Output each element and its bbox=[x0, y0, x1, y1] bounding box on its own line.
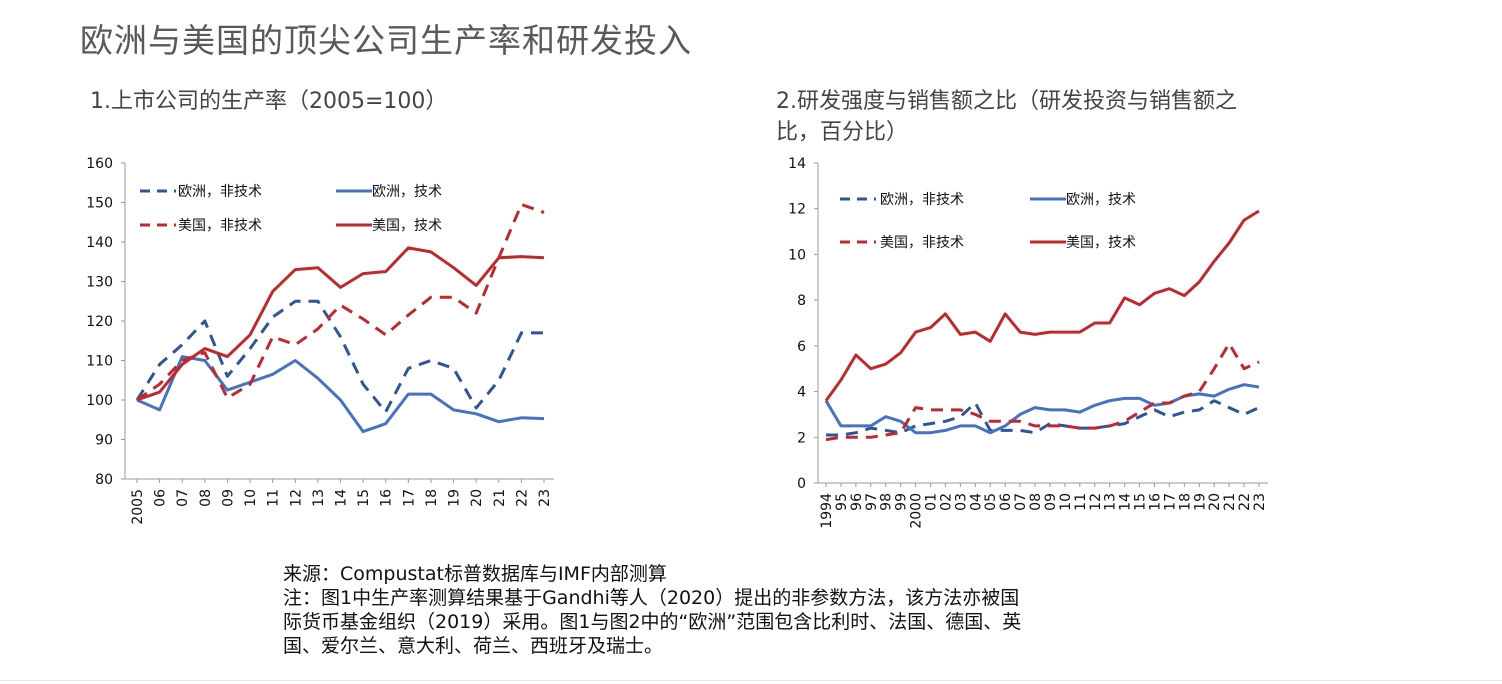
legend-label: 欧洲，非技术 bbox=[880, 192, 964, 208]
legend-label: 美国，非技术 bbox=[880, 235, 964, 251]
chart-1: 80 90 100 110 120 130 140 150 160 2005 06 07 08 09 10 1… bbox=[86, 156, 554, 525]
x-tick-label: 06 bbox=[998, 493, 1014, 511]
x-tick-label: 09 bbox=[220, 489, 236, 507]
x-tick-label: 11 bbox=[1073, 493, 1089, 511]
x-tick-label: 15 bbox=[1133, 493, 1149, 511]
x-tick-label: 22 bbox=[514, 489, 530, 507]
page-title: 欧洲与美国的顶尖公司生产率和研发投入 bbox=[80, 21, 692, 60]
series-line-1 bbox=[135, 299, 544, 414]
x-tick-label: 22 bbox=[1237, 493, 1253, 511]
y-tick-label: 12 bbox=[788, 202, 806, 218]
y-tick-label: 140 bbox=[86, 235, 113, 251]
series-line-1 bbox=[826, 399, 1260, 437]
x-tick-label: 17 bbox=[401, 489, 417, 507]
y-tick-label: 150 bbox=[86, 196, 113, 212]
x-tick-label: 04 bbox=[968, 493, 984, 511]
legend-label: 美国，技术 bbox=[372, 218, 442, 234]
x-tick-label: 10 bbox=[1058, 493, 1074, 511]
y-tick-label: 8 bbox=[797, 293, 806, 309]
x-tick-label: 16 bbox=[1147, 493, 1163, 511]
x-tick-label: 01 bbox=[924, 493, 940, 511]
x-tick-label: 07 bbox=[1013, 493, 1029, 511]
x-tick-label: 03 bbox=[953, 493, 969, 511]
y-tick-label: 160 bbox=[86, 156, 113, 172]
series-line-4 bbox=[136, 246, 545, 402]
series-line-3 bbox=[136, 203, 545, 402]
x-tick-label: 97 bbox=[864, 493, 880, 511]
x-tick-label: 18 bbox=[424, 489, 440, 507]
y-tick-label: 10 bbox=[788, 247, 806, 263]
chart1-title: 1.上市公司的生产率（2005=100） bbox=[90, 89, 448, 114]
x-tick-label: 09 bbox=[1043, 493, 1059, 511]
chart-2: 0246810121419949596979899200001020304050… bbox=[788, 156, 1268, 529]
note-line-2: 际货币基金组织（2019）采用。图1与图2中的“欧洲”范围包含比利时、法国、德国… bbox=[283, 611, 1022, 633]
y-tick-label: 110 bbox=[86, 354, 113, 370]
y-tick-label: 120 bbox=[86, 314, 113, 330]
x-tick-label: 06 bbox=[153, 489, 169, 507]
x-tick-label: 19 bbox=[447, 489, 463, 507]
x-tick-label: 98 bbox=[879, 493, 895, 511]
x-tick-label: 10 bbox=[243, 489, 259, 507]
x-tick-label: 12 bbox=[288, 489, 304, 507]
note-line-1: 注：图1中生产率测算结果基于Gandhi等人（2020）提出的非参数方法，该方法… bbox=[283, 587, 1020, 609]
note-line-3: 国、爱尔兰、意大利、荷兰、西班牙及瑞士。 bbox=[283, 635, 664, 657]
x-tick-label: 07 bbox=[175, 489, 191, 507]
series-line-3 bbox=[825, 342, 1260, 442]
x-tick-label: 14 bbox=[1118, 493, 1134, 511]
x-tick-label: 19 bbox=[1192, 493, 1208, 511]
x-tick-label: 15 bbox=[356, 489, 372, 507]
x-tick-label: 1994 bbox=[819, 493, 835, 529]
x-tick-label: 16 bbox=[379, 489, 395, 507]
x-tick-label: 96 bbox=[849, 493, 865, 511]
x-tick-label: 23 bbox=[537, 489, 553, 507]
x-tick-label: 2005 bbox=[130, 489, 146, 525]
legend-label: 欧洲，技术 bbox=[1066, 192, 1136, 208]
y-tick-label: 90 bbox=[95, 433, 113, 449]
source-line: 来源：Compustat标普数据库与IMF内部测算 bbox=[283, 563, 667, 585]
y-tick-label: 14 bbox=[788, 156, 806, 172]
series-line-2 bbox=[824, 383, 1260, 435]
chart2-title: 2.研发强度与销售额之比（研发投资与销售额之比，百分比） bbox=[776, 89, 1237, 145]
x-tick-label: 99 bbox=[894, 493, 910, 511]
x-tick-label: 21 bbox=[1222, 493, 1238, 511]
y-tick-label: 6 bbox=[797, 339, 806, 355]
y-tick-label: 4 bbox=[797, 385, 806, 401]
x-tick-label: 08 bbox=[198, 489, 214, 507]
series-line-4 bbox=[824, 209, 1260, 402]
legend-label: 欧洲，技术 bbox=[372, 184, 442, 200]
x-tick-label: 14 bbox=[334, 489, 350, 507]
x-tick-label: 05 bbox=[983, 493, 999, 511]
legend-label: 美国，技术 bbox=[1066, 235, 1136, 251]
y-tick-label: 100 bbox=[86, 393, 113, 409]
x-tick-label: 13 bbox=[1103, 493, 1119, 511]
notes: 来源：Compustat标普数据库与IMF内部测算 注：图1中生产率测算结果基于… bbox=[283, 562, 1021, 658]
y-tick-label: 80 bbox=[95, 472, 113, 488]
legend-label: 美国，非技术 bbox=[178, 218, 262, 234]
x-tick-label: 95 bbox=[834, 493, 850, 511]
series-line-2 bbox=[136, 355, 545, 434]
y-tick-label: 2 bbox=[797, 430, 806, 446]
legend-label: 欧洲，非技术 bbox=[178, 184, 262, 200]
x-tick-label: 20 bbox=[1207, 493, 1223, 511]
x-tick-label: 12 bbox=[1088, 493, 1104, 511]
x-tick-label: 18 bbox=[1177, 493, 1193, 511]
x-tick-label: 02 bbox=[938, 493, 954, 511]
x-tick-label: 17 bbox=[1162, 493, 1178, 511]
x-tick-label: 08 bbox=[1028, 493, 1044, 511]
y-tick-label: 130 bbox=[86, 275, 113, 291]
y-tick-label: 0 bbox=[797, 476, 806, 492]
x-tick-label: 2000 bbox=[909, 493, 925, 529]
x-tick-label: 20 bbox=[469, 489, 485, 507]
x-tick-label: 23 bbox=[1252, 493, 1268, 511]
x-tick-label: 11 bbox=[266, 489, 282, 507]
x-tick-label: 13 bbox=[311, 489, 327, 507]
divider bbox=[0, 680, 1502, 681]
x-tick-label: 21 bbox=[492, 489, 508, 507]
